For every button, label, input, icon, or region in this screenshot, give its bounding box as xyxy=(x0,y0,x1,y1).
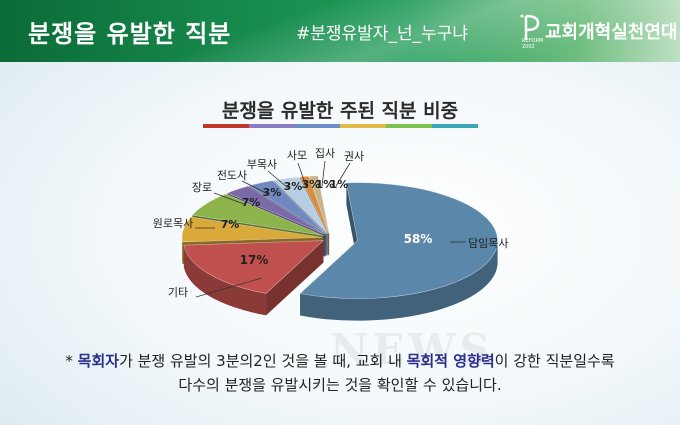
watermark: NEWS xyxy=(330,325,494,374)
color-bar xyxy=(203,124,478,128)
leader-line xyxy=(335,162,351,187)
org-logo-icon xyxy=(520,14,540,40)
color-bar-segment xyxy=(340,124,387,128)
header-decoration xyxy=(0,0,680,62)
color-bar-segment xyxy=(203,124,249,128)
category-label: 사모 xyxy=(287,149,307,162)
data-label: 1% xyxy=(316,178,335,191)
pie-slice xyxy=(183,240,325,316)
leader-line xyxy=(213,192,245,205)
category-label: 장로 xyxy=(192,181,212,194)
leader-line xyxy=(321,160,326,187)
category-label: 부목사 xyxy=(247,158,277,171)
data-label: 3% xyxy=(284,180,303,193)
pie-slices xyxy=(181,175,498,321)
leader-line xyxy=(267,170,289,189)
hashtag: #분쟁유발자_넌_누구냐 xyxy=(296,24,469,44)
category-label: 권사 xyxy=(344,150,364,163)
color-bar-segment xyxy=(294,124,341,128)
color-bar-segment xyxy=(432,124,478,128)
category-label: 집사 xyxy=(315,147,335,160)
page-title: 분쟁을 유발한 직분 xyxy=(28,20,232,48)
logo-caption: REFORM 2002 xyxy=(522,38,544,50)
color-bar-segment xyxy=(248,124,295,128)
org-name: 교회개혁실천연대 xyxy=(545,22,678,43)
leader-line xyxy=(241,180,269,195)
footnote-line-1: * 목회자가 분쟁 유발의 3분의2인 것을 볼 때, 교회 내 목회적 영향력… xyxy=(65,352,615,370)
chart-title: 분쟁을 유발한 주된 직분 비중 xyxy=(221,100,459,122)
leader-line xyxy=(297,162,307,187)
pie-slice xyxy=(299,182,498,321)
footnote-highlight-1: 목회자 xyxy=(77,352,120,370)
data-label: 3% xyxy=(263,186,282,199)
header-banner: 분쟁을 유발한 직분 #분쟁유발자_넌_누구냐 REFORM 2002 교회개혁… xyxy=(0,0,680,62)
data-label: 58% xyxy=(404,232,433,246)
data-label: 7% xyxy=(242,196,261,209)
footnote-highlight-2: 목회적 영향력 xyxy=(406,352,495,370)
category-label: 전도사 xyxy=(217,169,247,182)
data-label: 3% xyxy=(302,178,321,191)
data-label: 7% xyxy=(221,218,240,231)
leader-line xyxy=(195,277,263,298)
category-label: 담임목사 xyxy=(468,237,508,250)
category-label: 원로목사 xyxy=(153,217,193,230)
footnote-line-2: 다수의 분쟁을 유발시키는 것을 확인할 수 있습니다. xyxy=(178,376,502,394)
data-label: 17% xyxy=(240,253,269,267)
color-bar-segment xyxy=(386,124,433,128)
data-label: 1% xyxy=(330,178,349,191)
category-label: 기타 xyxy=(168,286,188,299)
